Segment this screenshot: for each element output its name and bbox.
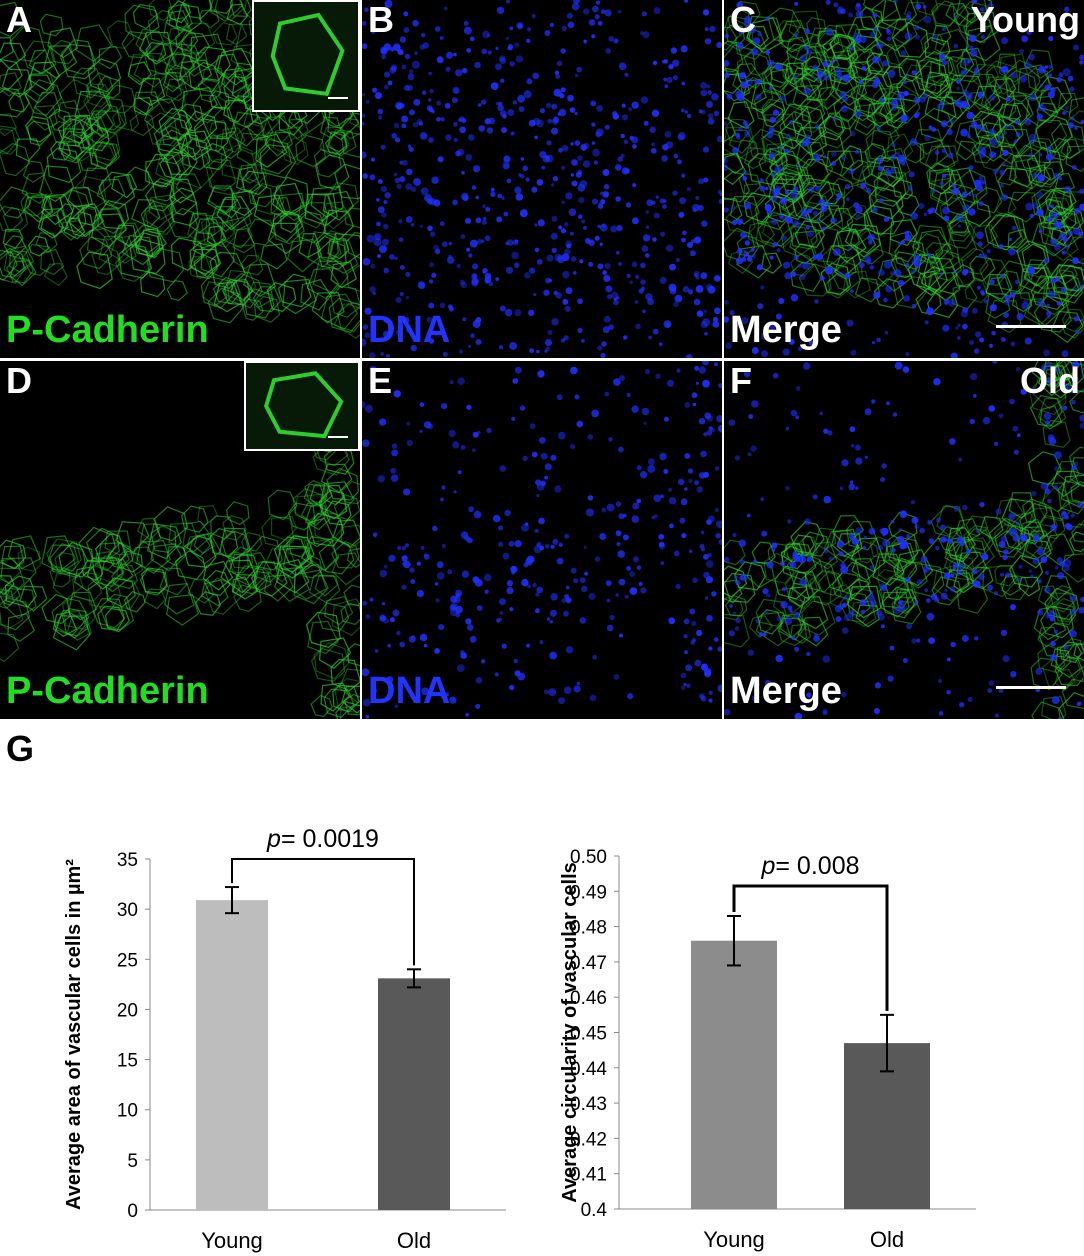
channel-label: P-Cadherin <box>6 309 209 351</box>
y-tick-label: 10 <box>117 1101 138 1122</box>
y-tick-label: 0.44 <box>570 1059 607 1080</box>
p-value-annotation: p= 0.008 <box>760 852 859 880</box>
y-tick-label: 0 <box>127 1201 138 1222</box>
x-tick-label: Old <box>397 1228 431 1253</box>
x-tick-label: Young <box>703 1227 765 1252</box>
micrograph-image <box>362 0 722 358</box>
y-tick-label: 15 <box>117 1051 138 1072</box>
bar-old <box>378 978 450 1210</box>
micrograph-image <box>724 0 1084 358</box>
bar-young <box>691 940 777 1209</box>
y-tick-label: 0.48 <box>570 918 607 939</box>
y-tick-label: 30 <box>117 900 138 921</box>
channel-label: DNA <box>368 670 451 712</box>
micrograph-image <box>362 361 722 719</box>
y-tick-label: 0.49 <box>570 882 607 903</box>
y-axis-label: Average circularity of vascular cells <box>559 862 581 1203</box>
channel-label: P-Cadherin <box>6 670 209 712</box>
magnified-inset <box>252 0 360 112</box>
age-group-label: Young <box>970 0 1080 40</box>
panel-letter-a: A <box>6 0 32 40</box>
panel-letter-g: G <box>6 728 35 769</box>
micrograph-panel-e: E DNA <box>362 361 722 719</box>
channel-label: Merge <box>730 670 842 712</box>
y-tick-label: 25 <box>117 950 138 971</box>
y-tick-label: 20 <box>117 1000 138 1021</box>
panel-letter-d: D <box>6 361 32 401</box>
micrograph-panel-a: A P-Cadherin <box>0 0 360 358</box>
y-tick-label: 0.41 <box>570 1165 607 1186</box>
micrograph-image <box>724 361 1084 719</box>
micrograph-panel-b: B DNA <box>362 0 722 358</box>
micrograph-image <box>0 0 360 339</box>
bar-charts: 0 5 10 15 20 25 30 35 Young Old p= 0.0019 Average a… <box>63 825 976 1253</box>
panel-letter-e: E <box>368 361 393 401</box>
y-axis-label: Average area of vascular cells in µm² <box>63 859 85 1210</box>
panel-letter-b: B <box>368 0 394 40</box>
y-tick-label: 0.4 <box>581 1200 608 1221</box>
significance-bracket <box>231 858 415 966</box>
bar-young <box>196 900 268 1210</box>
micrograph-panel-d: D P-Cadherin <box>0 361 360 719</box>
micrograph-image <box>0 361 360 719</box>
magnified-inset <box>244 361 360 451</box>
age-group-label: Old <box>1020 361 1080 401</box>
micrograph-panel-f: F Merge Old <box>724 361 1084 719</box>
micrograph-panel-c: C Merge Young <box>724 0 1084 358</box>
panel-letter-c: C <box>730 0 756 40</box>
scale-bar <box>996 325 1066 328</box>
y-tick-label: 0.47 <box>570 953 607 974</box>
channel-label: Merge <box>730 309 842 351</box>
channel-label: DNA <box>368 309 451 351</box>
scale-bar <box>996 686 1066 689</box>
y-tick-label: 0.50 <box>570 847 607 868</box>
p-value-annotation: p= 0.0019 <box>266 825 379 853</box>
significance-bracket <box>732 884 889 1011</box>
y-tick-label: 5 <box>127 1151 138 1172</box>
panel-letter-f: F <box>730 361 752 401</box>
y-tick-label: 0.45 <box>570 1024 607 1045</box>
x-tick-label: Old <box>870 1227 904 1252</box>
y-tick-label: 0.42 <box>570 1129 607 1150</box>
y-tick-label: 0.43 <box>570 1094 607 1115</box>
x-tick-label: Young <box>201 1228 263 1253</box>
y-tick-label: 0.46 <box>570 988 607 1009</box>
y-tick-label: 35 <box>117 850 138 871</box>
